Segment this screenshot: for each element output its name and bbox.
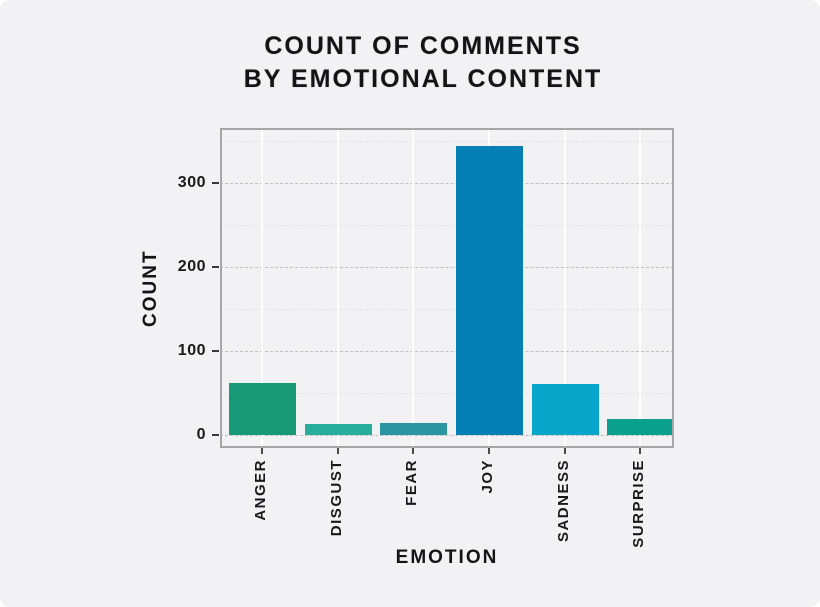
x-tick-anger — [261, 448, 263, 454]
gridline-x-sadness — [564, 128, 566, 448]
bar-joy — [455, 146, 523, 435]
y-tick-200 — [212, 266, 219, 268]
gridline-y-150 — [220, 309, 674, 310]
x-tick-fear — [412, 448, 414, 454]
x-tick-label-surprise: SURPRISE — [630, 459, 647, 548]
x-tick-label-joy: JOY — [479, 459, 496, 494]
gridline-x-fear — [412, 128, 414, 448]
y-tick-label-200: 200 — [177, 258, 206, 275]
x-axis-title: EMOTION — [395, 547, 499, 568]
gridline-x-anger — [261, 128, 263, 448]
x-tick-label-anger: ANGER — [252, 459, 269, 521]
y-tick-300 — [212, 182, 219, 184]
plot-panel — [220, 128, 674, 448]
chart-title: COUNT OF COMMENTS BY EMOTIONAL CONTENT — [13, 30, 820, 96]
bar-disgust — [304, 424, 372, 435]
x-tick-label-fear: FEAR — [403, 459, 420, 506]
gridline-x-surprise — [639, 128, 641, 448]
y-tick-label-0: 0 — [196, 426, 206, 443]
x-tick-surprise — [639, 448, 641, 454]
gridline-x-disgust — [337, 128, 339, 448]
y-tick-label-100: 100 — [177, 342, 206, 359]
gridline-y-250 — [220, 225, 674, 226]
chart-title-line-1: COUNT OF COMMENTS — [264, 32, 582, 60]
y-tick-100 — [212, 350, 219, 352]
bar-fear — [379, 423, 447, 435]
chart-title-line-2: BY EMOTIONAL CONTENT — [243, 65, 603, 93]
bar-sadness — [531, 384, 599, 435]
x-tick-sadness — [564, 448, 566, 454]
gridline-y-0 — [220, 435, 674, 436]
gridline-y-300 — [220, 183, 674, 184]
gridline-y-50 — [220, 393, 674, 394]
bar-surprise — [606, 419, 674, 435]
gridline-y-100 — [220, 351, 674, 352]
y-tick-0 — [212, 434, 219, 436]
y-tick-label-300: 300 — [177, 174, 206, 191]
x-tick-joy — [488, 448, 490, 454]
gridline-y-350 — [220, 141, 674, 142]
gridline-y-200 — [220, 267, 674, 268]
x-tick-disgust — [337, 448, 339, 454]
x-tick-label-sadness: SADNESS — [555, 459, 572, 543]
bar-anger — [228, 383, 296, 435]
x-tick-label-disgust: DISGUST — [328, 459, 345, 537]
